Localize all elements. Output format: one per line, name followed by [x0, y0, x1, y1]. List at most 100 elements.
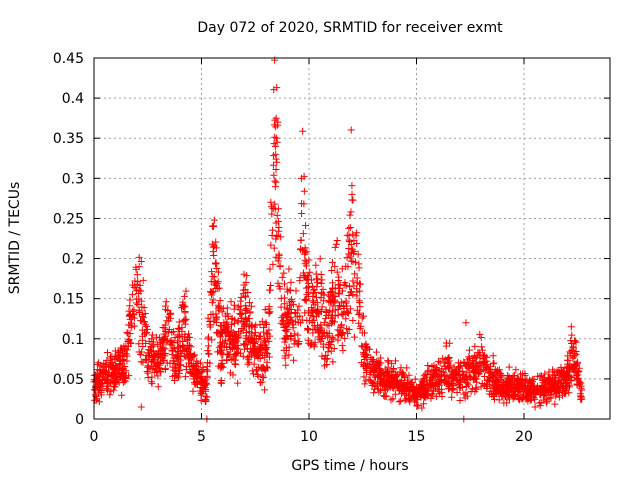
data-point: [265, 286, 273, 294]
data-point: [301, 260, 309, 268]
data-point: [388, 360, 396, 368]
data-point: [483, 353, 491, 361]
data-point: [130, 310, 138, 318]
data-point: [116, 346, 124, 354]
data-point: [190, 364, 198, 372]
data-point: [281, 335, 289, 343]
data-point: [404, 379, 412, 387]
data-point: [391, 357, 399, 365]
data-point: [477, 367, 485, 375]
data-point: [356, 280, 364, 288]
data-point: [261, 386, 269, 394]
data-point: [243, 354, 251, 362]
data-point: [315, 328, 323, 336]
data-point: [438, 368, 446, 376]
data-point: [338, 321, 346, 329]
data-point: [314, 305, 322, 313]
data-point: [123, 329, 131, 337]
data-point: [304, 283, 312, 291]
data-point: [133, 271, 141, 279]
data-point: [343, 302, 351, 310]
data-point: [223, 356, 231, 364]
data-point: [317, 270, 325, 278]
y-tick-label: 0.3: [62, 171, 84, 187]
data-point: [547, 377, 555, 385]
data-point: [453, 376, 461, 384]
data-point: [115, 351, 123, 359]
data-point: [265, 305, 273, 313]
data-point: [427, 394, 435, 402]
data-point: [438, 392, 446, 400]
data-point: [265, 337, 273, 345]
data-point: [209, 272, 217, 280]
data-point: [471, 374, 479, 382]
data-point: [345, 245, 353, 253]
data-point: [253, 352, 261, 360]
data-point: [137, 287, 145, 295]
data-point: [265, 326, 273, 334]
data-point: [438, 385, 446, 393]
data-point: [241, 345, 249, 353]
data-point: [515, 395, 523, 403]
data-point: [206, 321, 214, 329]
data-point: [361, 355, 369, 363]
data-point: [144, 363, 152, 371]
data-point: [243, 344, 251, 352]
data-point: [214, 268, 222, 276]
data-point: [401, 396, 409, 404]
data-point: [291, 336, 299, 344]
data-point: [239, 352, 247, 360]
data-point: [476, 330, 484, 338]
data-point: [102, 362, 110, 370]
data-point: [137, 403, 145, 411]
data-point: [166, 314, 174, 322]
data-point: [322, 351, 330, 359]
data-point: [256, 379, 264, 387]
data-point: [256, 345, 264, 353]
data-point: [328, 267, 336, 275]
data-point: [275, 223, 283, 231]
data-point: [498, 392, 506, 400]
data-point: [328, 333, 336, 341]
data-point: [205, 342, 213, 350]
data-point: [135, 263, 143, 271]
data-point: [244, 360, 252, 368]
data-point: [261, 334, 269, 342]
data-point: [174, 324, 182, 332]
data-point: [428, 381, 436, 389]
data-point: [218, 328, 226, 336]
data-point: [534, 372, 542, 380]
data-point: [477, 334, 485, 342]
data-point: [505, 363, 513, 371]
data-point: [325, 298, 333, 306]
data-point: [347, 288, 355, 296]
data-point: [424, 362, 432, 370]
data-point: [495, 366, 503, 374]
data-point: [248, 322, 256, 330]
data-point: [365, 376, 373, 384]
data-point: [180, 292, 188, 300]
data-point: [184, 341, 192, 349]
data-point: [187, 349, 195, 357]
data-point: [302, 258, 310, 266]
data-point: [203, 363, 211, 371]
data-point: [115, 370, 123, 378]
data-point: [184, 345, 192, 353]
data-point: [381, 392, 389, 400]
data-point: [551, 400, 559, 408]
data-point: [346, 253, 354, 261]
data-point: [212, 244, 220, 252]
data-point: [239, 286, 247, 294]
data-point: [98, 370, 106, 378]
data-point: [152, 333, 160, 341]
data-point: [464, 362, 472, 370]
data-point: [529, 375, 537, 383]
data-point: [199, 365, 207, 373]
data-point: [573, 381, 581, 389]
data-point: [272, 150, 280, 158]
data-point: [271, 133, 279, 141]
data-point: [309, 313, 317, 321]
data-point: [322, 306, 330, 314]
data-point: [568, 339, 576, 347]
